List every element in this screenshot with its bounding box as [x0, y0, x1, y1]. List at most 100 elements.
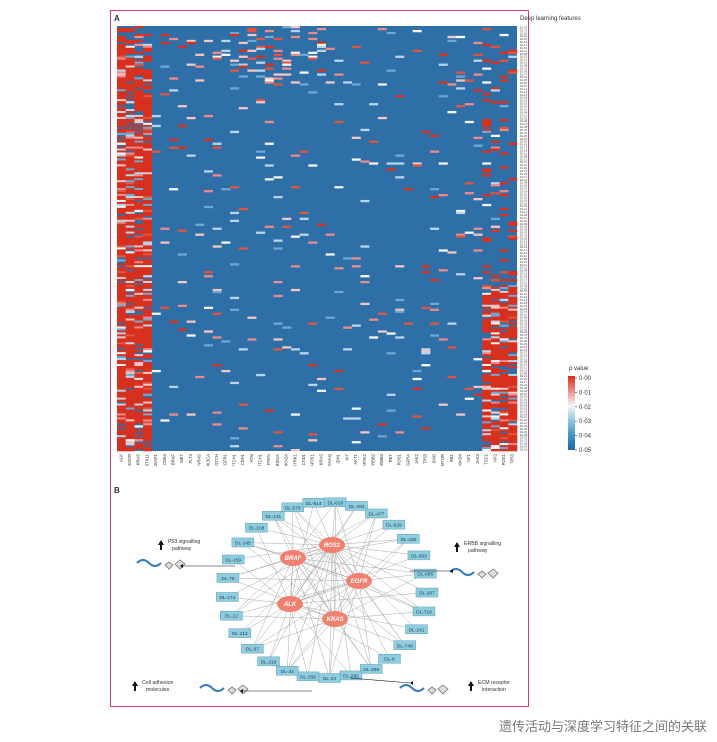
- heatmap-cell: [490, 312, 500, 315]
- heatmap-cell: [203, 138, 213, 141]
- legend-tick-label: 0·04: [579, 434, 592, 440]
- heatmap-cell: [134, 120, 144, 124]
- heatmap-background: [117, 26, 517, 451]
- feature-node: [397, 534, 420, 544]
- heatmap-cell: [473, 249, 483, 252]
- heatmap-cell: [212, 411, 222, 414]
- feature-node: [296, 671, 320, 682]
- heatmap-cell: [143, 383, 153, 387]
- feature-node-label: DL-145: [235, 540, 251, 546]
- heatmap-cell: [117, 71, 126, 74]
- heatmap-cell: [464, 397, 474, 400]
- feature-node: [228, 628, 252, 638]
- feature-label: DL-92: [520, 286, 527, 290]
- heatmap-cell: [117, 164, 126, 167]
- heatmap-cell: [499, 429, 509, 432]
- feature-label: DL-94: [520, 110, 527, 114]
- heatmap-cell: [125, 170, 135, 173]
- heatmap-cell: [117, 411, 126, 414]
- heatmap-cell: [134, 354, 144, 357]
- heatmap-cell: [508, 362, 518, 365]
- heatmap-cell: [143, 421, 153, 424]
- heatmap-cell: [473, 73, 483, 76]
- heatmap-cell: [125, 373, 135, 377]
- heatmap-cell: [143, 229, 153, 232]
- network-edge: [289, 603, 390, 659]
- feature-label: DL-72: [520, 336, 527, 340]
- heatmap-cell: [482, 130, 492, 134]
- heatmap-cell: [473, 53, 483, 56]
- hub-edge: [289, 544, 333, 605]
- heatmap-cell: [143, 267, 153, 270]
- gene-label: CCND1: [301, 453, 306, 466]
- heatmap-cell: [490, 318, 500, 321]
- heatmap-cell: [125, 124, 135, 128]
- heatmap-cell: [143, 415, 153, 418]
- heatmap-cell: [134, 91, 144, 94]
- heatmap-cell: [134, 318, 144, 321]
- heatmap-cells: [117, 26, 518, 452]
- heatmap-cell: [125, 401, 135, 404]
- heatmap-cell: [143, 320, 153, 323]
- heatmap-cell: [125, 57, 135, 60]
- heatmap-cell: [143, 369, 153, 373]
- heatmap-cell: [508, 279, 518, 282]
- heatmap-cell: [134, 73, 144, 76]
- heatmap-cell: [430, 196, 440, 199]
- heatmap-cell: [412, 164, 422, 167]
- heatmap-cell: [508, 221, 518, 224]
- heatmap-cell: [143, 158, 153, 161]
- pathway-label-line2: interaction: [482, 687, 506, 693]
- heatmap-cell: [499, 391, 509, 394]
- heatmap-cell: [143, 362, 153, 365]
- heatmap-cell: [125, 71, 135, 74]
- heatmap-cell: [499, 314, 509, 317]
- up-arrow-icon: [468, 681, 474, 686]
- network-edge: [331, 544, 428, 593]
- heatmap-cell: [134, 152, 144, 155]
- heatmap-cell: [508, 330, 518, 333]
- heatmap-cell: [247, 27, 257, 31]
- heatmap-cell: [290, 51, 300, 54]
- heatmap-cell: [508, 302, 518, 306]
- heatmap-cell: [134, 61, 144, 64]
- heatmap-cell: [134, 322, 144, 325]
- heatmap-cell: [117, 447, 126, 450]
- network-edge: [252, 580, 360, 649]
- heatmap-cell: [117, 340, 126, 343]
- heatmap-cell: [177, 229, 187, 232]
- heatmap-cell: [490, 334, 500, 337]
- heatmap-cell: [134, 395, 144, 398]
- heatmap-cell: [117, 148, 126, 151]
- heatmap-cell: [143, 209, 153, 213]
- heatmap-cell: [125, 306, 135, 309]
- heatmap-cell: [490, 449, 500, 452]
- heatmap-cell: [430, 227, 440, 230]
- feature-label: DL-102: [520, 37, 527, 41]
- heatmap-cell: [290, 288, 300, 292]
- feature-node: [414, 568, 437, 579]
- heatmap-cell: [125, 194, 135, 197]
- heatmap-cell: [117, 282, 126, 286]
- heatmap-cell: [169, 37, 179, 41]
- heatmap-cell: [490, 348, 500, 351]
- heatmap-cell: [143, 114, 153, 118]
- up-arrow-stem: [160, 545, 162, 550]
- heatmap-cell: [134, 241, 144, 244]
- heatmap-cell: [134, 205, 144, 209]
- heatmap-cell: [421, 306, 431, 309]
- heatmap-cell: [143, 429, 153, 432]
- legend-tick-label: 0·03: [579, 419, 592, 425]
- feature-label: DL-209: [520, 31, 527, 35]
- feature-label: DL-15: [520, 204, 527, 208]
- heatmap-cell: [482, 393, 492, 396]
- heatmap-cell: [134, 114, 144, 118]
- heatmap-cell: [134, 196, 144, 199]
- heatmap-cell: [117, 375, 126, 379]
- heatmap-cell: [143, 160, 153, 163]
- heatmap-cell: [125, 391, 135, 394]
- heatmap-cell: [508, 314, 518, 317]
- feature-node-label: DL-57: [246, 647, 259, 653]
- feature-label: DL-94: [520, 213, 527, 217]
- gene-label: MTOR: [440, 454, 445, 466]
